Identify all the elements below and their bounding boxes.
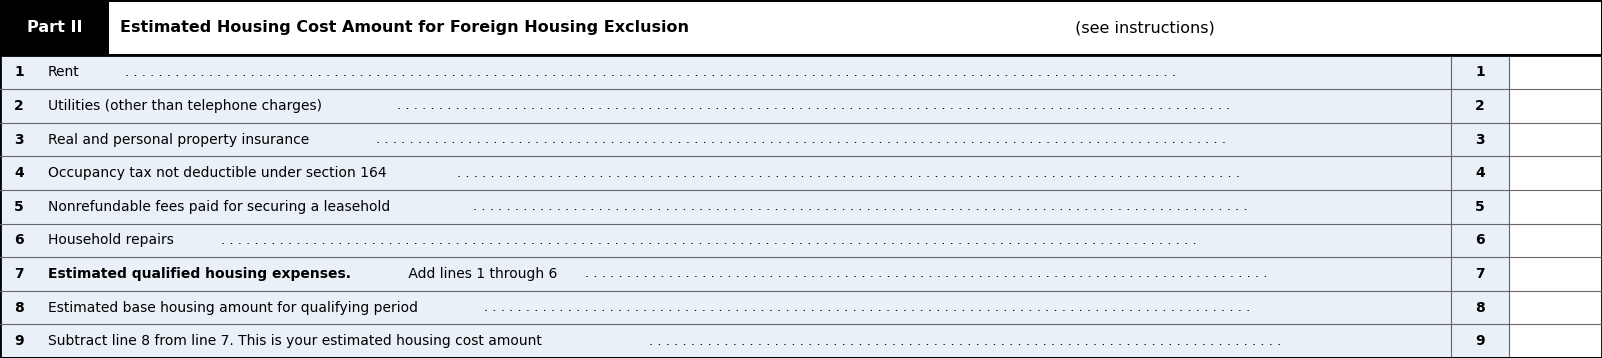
Bar — [1509, 156, 1602, 190]
Text: 3: 3 — [1475, 132, 1485, 146]
Bar — [0, 257, 1602, 291]
Text: Part II: Part II — [27, 20, 82, 35]
Bar — [0, 89, 1602, 123]
Bar — [1509, 257, 1602, 291]
Text: 8: 8 — [1475, 301, 1485, 315]
Text: . . . . . . . . . . . . . . . . . . . . . . . . . . . . . . . . . . . . . . . . : . . . . . . . . . . . . . . . . . . . . … — [221, 234, 1202, 247]
Bar — [1509, 89, 1602, 123]
Text: 7: 7 — [14, 267, 24, 281]
Text: . . . . . . . . . . . . . . . . . . . . . . . . . . . . . . . . . . . . . . . . : . . . . . . . . . . . . . . . . . . . . … — [585, 267, 1272, 280]
Text: . . . . . . . . . . . . . . . . . . . . . . . . . . . . . . . . . . . . . . . . : . . . . . . . . . . . . . . . . . . . . … — [397, 100, 1235, 112]
Bar — [0, 190, 1602, 223]
Text: . . . . . . . . . . . . . . . . . . . . . . . . . . . . . . . . . . . . . . . . : . . . . . . . . . . . . . . . . . . . . … — [649, 335, 1285, 348]
Text: Subtract line 8 from line 7. This is your estimated housing cost amount: Subtract line 8 from line 7. This is you… — [48, 334, 541, 348]
Text: 2: 2 — [14, 99, 24, 113]
Text: 5: 5 — [1475, 200, 1485, 214]
Text: 8: 8 — [14, 301, 24, 315]
Bar — [0, 156, 1602, 190]
Bar — [0, 0, 109, 55]
Text: 1: 1 — [14, 65, 24, 79]
Text: Occupancy tax not deductible under section 164: Occupancy tax not deductible under secti… — [48, 166, 386, 180]
Text: 2: 2 — [1475, 99, 1485, 113]
Bar — [1509, 223, 1602, 257]
Text: 4: 4 — [14, 166, 24, 180]
Text: Estimated qualified housing expenses.: Estimated qualified housing expenses. — [48, 267, 351, 281]
Bar — [0, 123, 1602, 156]
Text: Real and personal property insurance: Real and personal property insurance — [48, 132, 309, 146]
Text: . . . . . . . . . . . . . . . . . . . . . . . . . . . . . . . . . . . . . . . . : . . . . . . . . . . . . . . . . . . . . … — [484, 301, 1254, 314]
Text: 3: 3 — [14, 132, 24, 146]
Bar — [0, 223, 1602, 257]
Text: . . . . . . . . . . . . . . . . . . . . . . . . . . . . . . . . . . . . . . . . : . . . . . . . . . . . . . . . . . . . . … — [457, 166, 1243, 180]
Text: 9: 9 — [14, 334, 24, 348]
Bar — [1509, 324, 1602, 358]
Bar — [0, 55, 1602, 89]
Text: 6: 6 — [1475, 233, 1485, 247]
Text: Estimated Housing Cost Amount for Foreign Housing Exclusion: Estimated Housing Cost Amount for Foreig… — [120, 20, 689, 35]
Bar — [1509, 190, 1602, 223]
Text: 6: 6 — [14, 233, 24, 247]
Bar — [1509, 123, 1602, 156]
Text: Estimated base housing amount for qualifying period: Estimated base housing amount for qualif… — [48, 301, 418, 315]
Text: Add lines 1 through 6: Add lines 1 through 6 — [404, 267, 557, 281]
Bar — [0, 324, 1602, 358]
Text: 1: 1 — [1475, 65, 1485, 79]
Text: 7: 7 — [1475, 267, 1485, 281]
Text: Household repairs: Household repairs — [48, 233, 175, 247]
Text: Rent: Rent — [48, 65, 80, 79]
Text: . . . . . . . . . . . . . . . . . . . . . . . . . . . . . . . . . . . . . . . . : . . . . . . . . . . . . . . . . . . . . … — [125, 66, 1181, 79]
Text: (see instructions): (see instructions) — [1070, 20, 1214, 35]
Text: 9: 9 — [1475, 334, 1485, 348]
Bar — [1509, 55, 1602, 89]
Text: 5: 5 — [14, 200, 24, 214]
Bar — [0, 0, 1602, 55]
Bar — [1509, 291, 1602, 324]
Text: . . . . . . . . . . . . . . . . . . . . . . . . . . . . . . . . . . . . . . . . : . . . . . . . . . . . . . . . . . . . . … — [376, 133, 1230, 146]
Bar — [0, 291, 1602, 324]
Text: 4: 4 — [1475, 166, 1485, 180]
Text: Nonrefundable fees paid for securing a leasehold: Nonrefundable fees paid for securing a l… — [48, 200, 391, 214]
Text: Utilities (other than telephone charges): Utilities (other than telephone charges) — [48, 99, 322, 113]
Bar — [0, 0, 1602, 55]
Text: . . . . . . . . . . . . . . . . . . . . . . . . . . . . . . . . . . . . . . . . : . . . . . . . . . . . . . . . . . . . . … — [473, 200, 1251, 213]
